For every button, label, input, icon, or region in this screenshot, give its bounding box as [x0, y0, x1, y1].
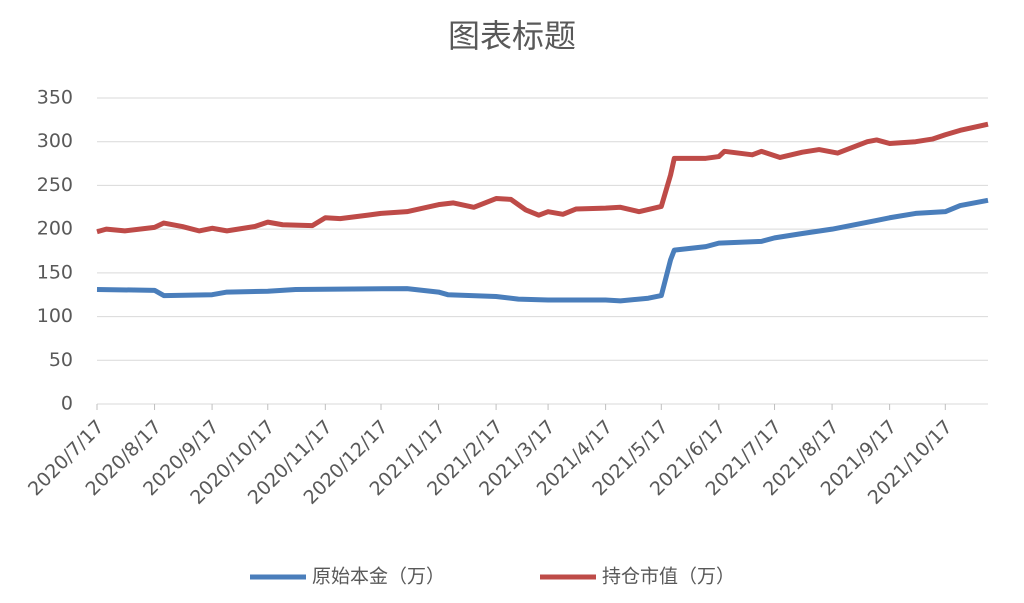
legend-label: 持仓市值（万） — [602, 566, 735, 588]
series-line — [96, 197, 989, 304]
y-tick-label: 350 — [37, 87, 73, 109]
y-tick-label: 250 — [37, 174, 73, 196]
series-line — [96, 121, 989, 235]
y-tick-label: 150 — [37, 261, 73, 283]
y-tick-label: 200 — [37, 218, 73, 240]
y-tick-label: 300 — [37, 130, 73, 152]
chart-title: 图表标题 — [448, 17, 576, 55]
legend-label: 原始本金（万） — [312, 566, 445, 588]
y-tick-label: 50 — [49, 349, 73, 371]
y-tick-label: 100 — [37, 305, 73, 327]
y-tick-label: 0 — [61, 393, 73, 415]
